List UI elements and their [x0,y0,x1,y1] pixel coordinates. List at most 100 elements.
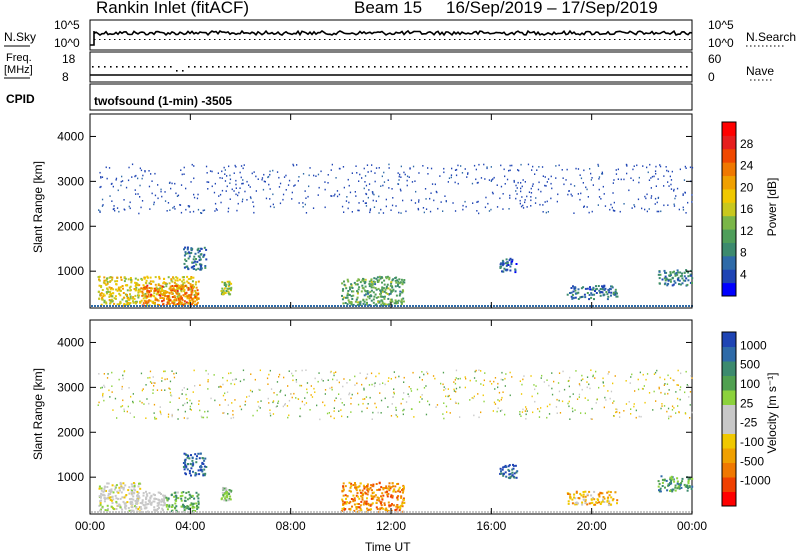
velocity-echo-cell [235,511,237,513]
power-echo-cell [106,277,109,280]
velocity-echo-cell [673,511,675,513]
power-echo-cell [384,295,386,298]
power-echo-cell [665,166,667,168]
velocity-echo-cell [393,388,395,390]
velocity-echo-cell [379,383,381,386]
power-echo-cell [149,208,151,210]
velocity-echo-cell [483,379,485,382]
velocity-echo-cell [276,381,279,383]
velocity-echo-cell [138,482,141,485]
velocity-echo-cell [526,410,528,412]
power-echo-cell [99,294,102,297]
velocity-echo-cell [381,497,384,500]
velocity-echo-cell [390,509,393,512]
power-echo-cell [278,176,280,179]
power-echo-cell [611,206,613,209]
power-echo-cell [121,298,124,301]
nsearch-point [169,39,171,40]
velocity-echo-cell [455,387,458,390]
velocity-echo-cell [180,505,183,508]
velocity-echo-cell [637,378,639,381]
power-echo-cell [224,291,227,294]
velocity-echo-cell [371,492,374,495]
power-echo-cell [179,278,181,281]
power-echo-cell [511,164,513,167]
velocity-echo-cell [591,407,593,410]
velocity-echo-cell [362,492,365,495]
velocity-echo-cell [595,402,597,404]
power-echo-cell [223,287,226,290]
nsearch-point [339,39,341,40]
nave-point [620,66,622,68]
power-echo-cell [425,208,428,210]
power-echo-cell [123,276,126,279]
power-echo-cell [186,246,189,249]
power-echo-cell [222,293,225,296]
velocity-echo-cell [136,497,139,500]
nave-point [164,66,166,68]
power-echo-cell [188,299,191,302]
power-echo-cell [169,285,172,288]
power-echo-cell [598,289,601,292]
power-echo-cell [182,278,185,281]
velocity-echo-cell [109,396,111,398]
velocity-echo-cell [145,384,147,386]
power-echo-cell [391,188,393,190]
velocity-echo-cell [350,411,352,413]
velocity-echo-cell [366,373,369,375]
velocity-echo-cell [553,380,555,383]
power-echo-cell [232,305,234,307]
velocity-echo-cell [184,500,187,502]
velocity-echo-cell [196,511,198,513]
power-echo-cell [632,179,634,182]
power-echo-cell [190,290,193,293]
power-echo-cell [368,304,371,307]
power-echo-cell [102,293,105,296]
velocity-echo-cell [686,484,688,487]
power-echo-cell [292,164,295,167]
power-echo-cell [111,276,114,279]
power-echo-cell [563,183,565,186]
power-echo-cell [191,302,194,304]
nave-point [410,66,412,68]
power-echo-cell [372,280,375,283]
power-echo-cell [397,299,400,302]
velocity-echo-cell [325,511,327,513]
velocity-echo-cell [658,489,660,492]
power-echo-cell [682,209,685,211]
velocity-echo-cell [661,485,664,487]
velocity-echo-cell [616,502,618,505]
velocity-echo-cell [193,506,196,509]
power-echo-cell [348,294,351,296]
velocity-echo-cell [363,500,366,503]
velocity-echo-cell [365,501,368,504]
power-echo-cell [171,280,174,283]
power-echo-cell [567,193,569,196]
velocity-echo-cell [454,379,456,381]
velocity-echo-cell [152,389,154,391]
power-echo-cell [561,169,563,171]
velocity-echo-cell [677,485,680,488]
power-echo-cell [192,210,195,213]
velocity-echo-cell [503,465,506,468]
velocity-echo-cell [172,511,174,513]
power-echo-cell [516,193,518,195]
power-echo-cell [139,167,141,170]
velocity-echo-cell [337,511,339,513]
power-echo-cell [592,184,594,186]
velocity-echo-cell [350,403,352,405]
power-echo-cell [672,283,675,286]
power-echo-cell [227,210,229,213]
nsearch-point [284,39,286,40]
power-echo-cell [683,275,686,278]
velocity-echo-cell [301,400,303,403]
power-echo-cell [116,276,119,279]
power-echo-cell [387,179,389,181]
power-echo-cell [193,285,195,288]
velocity-echo-cell [141,499,144,502]
velocity-echo-cell [659,490,662,493]
power-echo-cell [480,177,483,179]
power-echo-cell [173,295,176,297]
power-echo-cell [119,302,122,304]
power-echo-cell [361,279,364,282]
